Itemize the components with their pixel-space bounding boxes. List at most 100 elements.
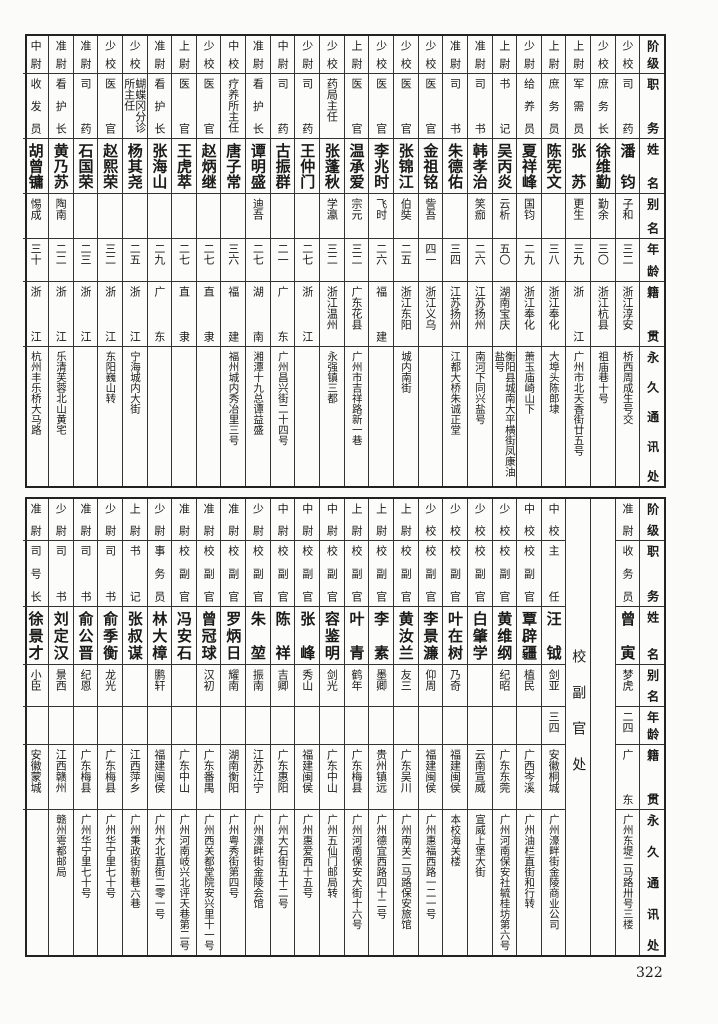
duty: 医官: [423, 78, 437, 134]
table-row: 中尉 收发员 胡曾镛 惕成 三十 浙江 杭州丰乐桥大马路: [23, 36, 48, 486]
duty-cell: 校副官: [172, 541, 196, 607]
table-row: 准尉 收务员 曾寅 梦虎 二四 广东 广州东堤二马路卅号三楼: [614, 499, 640, 955]
name-cell: 夏祥峰: [517, 139, 541, 194]
rank-cell: 少尉: [295, 36, 320, 74]
address: 广州油栏直街和行转: [523, 814, 536, 909]
native-cell: 安徽蒙城: [23, 745, 48, 810]
address-cell: [148, 347, 172, 486]
rank: 中尉: [325, 503, 339, 536]
address-cell: [23, 810, 48, 955]
rank-cell: 准尉: [23, 499, 48, 541]
name-cell: 朱堃: [246, 607, 270, 665]
name: 朱堃: [248, 611, 267, 660]
rank: 准尉: [202, 503, 216, 536]
duty: 书记: [497, 78, 511, 134]
rank-cell: 少校: [443, 499, 467, 541]
age-cell: 二七: [295, 239, 320, 282]
native: 广东梅县: [78, 749, 92, 793]
alias-cell: 小臣: [23, 665, 48, 707]
rank: 准尉: [448, 40, 462, 69]
name-cell: 徐维勤: [591, 139, 615, 194]
name-cell: 徐景才: [23, 607, 48, 665]
native: 广东: [276, 286, 290, 342]
name-cell: 黄汝兰: [393, 607, 418, 665]
name-cell: 曾冠球: [196, 607, 221, 665]
name: 李素: [372, 611, 391, 660]
duty: 校副官: [177, 545, 191, 602]
alias-cell: [172, 665, 196, 707]
duty-cell: 校副官: [492, 541, 517, 607]
name-cell: 李素: [369, 607, 393, 665]
rank-cell: 准尉: [147, 36, 172, 74]
name: 刘定汉: [51, 611, 70, 660]
address: 衡阳县城南大平横街凤康油盐号: [493, 351, 516, 477]
address: 杭州丰乐桥大马路: [29, 351, 42, 435]
native: 福建闽侯: [448, 749, 462, 793]
age-cell: 三六: [221, 239, 246, 282]
native-cell: 直隶: [172, 282, 196, 347]
rank: 少校: [374, 40, 388, 69]
table-row: 准尉 看护长 谭明盛 迪吾 二七 湖南 湘潭十九总谭益盛: [245, 36, 270, 486]
duty-cell: 校副官: [320, 541, 344, 607]
name: 王虎萃: [175, 143, 193, 189]
age-cell: 二九: [147, 239, 172, 282]
native: 浙江东阳: [399, 286, 413, 330]
age: 三四: [448, 243, 462, 265]
native: 云南宣威: [473, 749, 487, 793]
name: 张苏: [569, 143, 588, 189]
address: 城内南街: [400, 351, 413, 393]
duty: 校副官: [497, 545, 511, 602]
table-row: 上尉 军需员 张苏 更生 三九 浙江 广州市北天香街廿五号: [565, 36, 591, 486]
age: 二七: [300, 243, 314, 265]
duty: 校副官: [202, 545, 216, 602]
name: 张叔谋: [125, 611, 144, 660]
native-cell: 江苏扬州: [467, 282, 492, 347]
duty-cell: 校副官: [467, 541, 492, 607]
address: 广州河南岐兴北评天巷第二号: [178, 814, 191, 951]
native-cell: 浙江: [48, 282, 73, 347]
rank: 上尉: [571, 40, 585, 69]
alias: 汉初: [202, 669, 216, 691]
address-cell: [419, 347, 443, 486]
rank: 中尉: [276, 40, 290, 69]
address: 广州东堤二马路卅号三楼: [621, 814, 634, 930]
rank: 上尉: [349, 40, 363, 69]
name-cell: 石国荣: [73, 139, 98, 194]
rank: 少尉: [300, 40, 314, 69]
address-cell: 广州河南保安大街十六号: [345, 810, 369, 955]
name: 古振群: [273, 143, 292, 189]
native-cell: 福建闽侯: [418, 745, 443, 810]
name: 俞公晋: [76, 611, 95, 660]
address-cell: 广州惠福西路一二一号: [419, 810, 443, 955]
alias-cell: 植民: [517, 665, 541, 707]
alias-cell: [73, 194, 98, 239]
column-header-duty-cell: 职务: [640, 74, 664, 139]
age-cell: [48, 707, 73, 745]
table-row: 少校 司药 潘钧 子和 三二 浙江淳安 桥西周成生号交: [614, 36, 640, 486]
duty: 军需员: [571, 78, 585, 134]
native: 江西萍乡: [128, 749, 142, 793]
duty: 校副官: [522, 545, 536, 602]
column-header-alias-cell: 别名: [640, 194, 664, 239]
rank: 少校: [423, 503, 437, 536]
table-row: 少尉 司书 刘定汉 景西 江西赣州 赣州雩都邮局: [47, 499, 73, 955]
native-cell: 浙江: [73, 282, 98, 347]
name: 石国荣: [76, 143, 95, 189]
name-cell: 汪钺: [541, 607, 566, 665]
rank: 准尉: [78, 40, 92, 69]
duty: 医官: [399, 78, 413, 134]
native: 湖南衡阳: [226, 749, 240, 793]
alias: 伯奘: [399, 198, 413, 220]
address-cell: 桥西周成生号交: [616, 347, 640, 486]
alias: 学瀛: [325, 198, 339, 220]
column-header-name-cell: 姓名: [640, 607, 664, 665]
duty-cell: 军需员: [566, 74, 591, 139]
name: 曾寅: [618, 611, 637, 660]
age: 二七: [177, 243, 191, 265]
name: 白肇学: [470, 611, 489, 660]
alias: 仰周: [423, 669, 437, 691]
name-cell: 张叔谋: [122, 607, 147, 665]
rank-cell: 上尉: [541, 36, 566, 74]
age-cell: [221, 707, 246, 745]
column-header-address: 永久通讯处: [645, 351, 660, 482]
